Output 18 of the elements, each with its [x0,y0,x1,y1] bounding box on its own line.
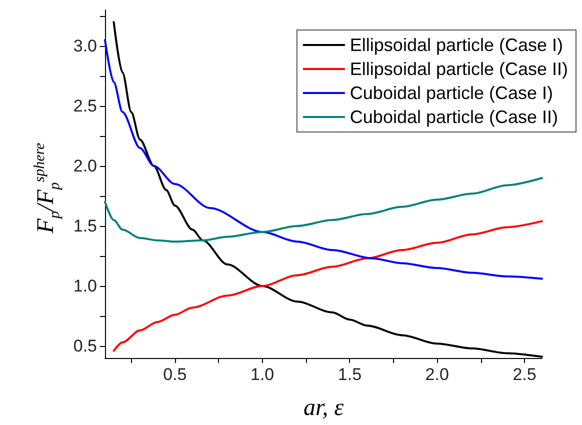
y-tick-label: 3.0 [73,36,97,56]
x-tick-label: 0.5 [163,365,187,384]
legend-label: Cuboidal particle (Case II) [350,107,558,127]
legend-label: Cuboidal particle (Case I) [350,83,554,103]
line-series [112,220,543,352]
x-tick-label: 2.0 [425,365,449,384]
legend-label: Ellipsoidal particle (Case II) [350,59,568,79]
y-tick-label: 2.0 [73,156,97,176]
x-tick-label: 1.5 [338,365,362,384]
y-tick-label: 2.5 [73,96,97,116]
y-tick-label: 1.5 [73,216,97,236]
y-tick-label: 0.5 [73,336,97,356]
y-tick-label: 1.0 [73,276,97,296]
x-axis-title: ar, ε [303,395,344,421]
x-tick-label: 1.0 [250,365,274,384]
legend-label: Ellipsoidal particle (Case I) [350,35,564,55]
line-series [104,177,543,243]
x-tick-label: 2.5 [512,365,536,384]
